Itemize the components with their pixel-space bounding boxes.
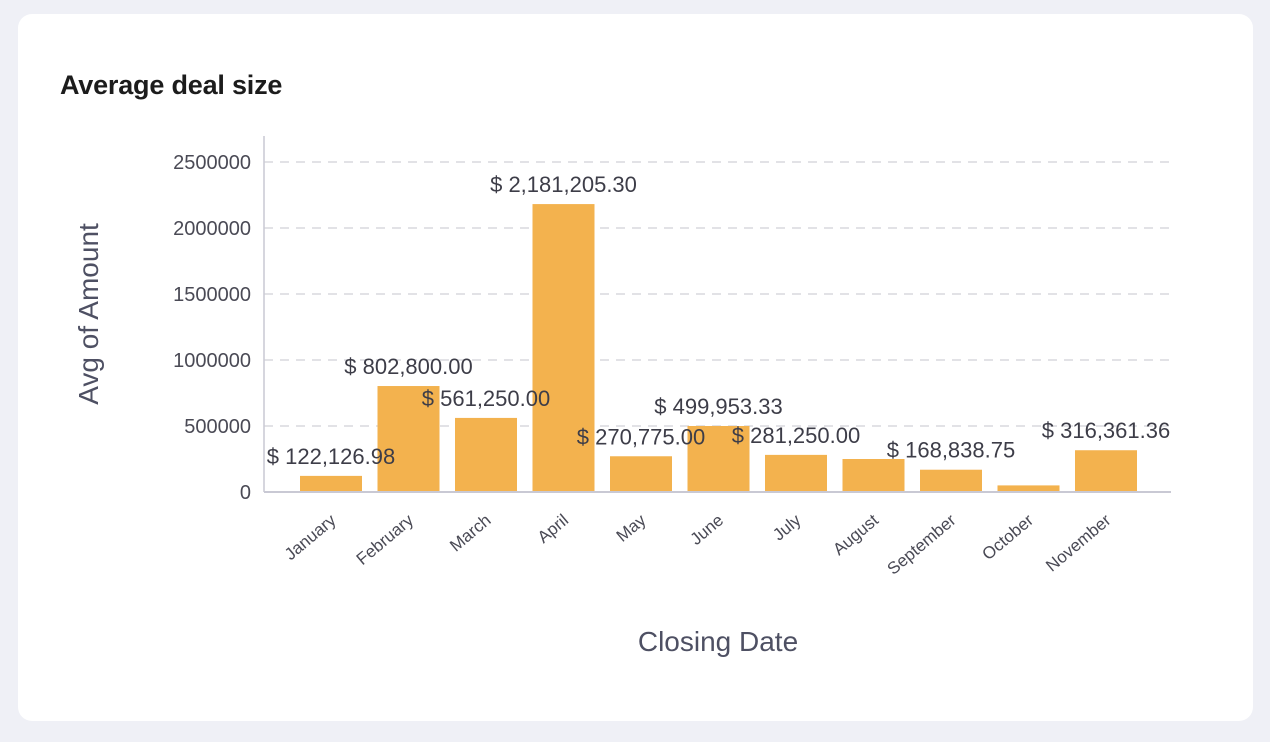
bar-october[interactable] (997, 485, 1060, 492)
y-tick-label: 2000000 (173, 218, 251, 240)
data-label: $ 499,953.33 (654, 394, 782, 419)
x-tick-label: May (613, 510, 650, 546)
x-tick-label: November (1042, 510, 1115, 575)
data-label: $ 270,775.00 (577, 424, 705, 449)
x-tick-label: August (829, 510, 882, 559)
data-label: $ 316,361.36 (1042, 418, 1170, 443)
data-label: $ 802,800.00 (344, 354, 472, 379)
x-tick-label: March (446, 511, 494, 556)
data-label: $ 281,250.00 (732, 423, 860, 448)
bar-march[interactable] (455, 417, 517, 492)
y-tick-label: 1000000 (173, 350, 251, 372)
chart-title: Average deal size (60, 70, 283, 100)
x-tick-label: September (884, 510, 960, 578)
x-tick-label: January (281, 510, 340, 564)
y-tick-label: 0 (240, 482, 251, 504)
data-label: $ 561,250.00 (422, 386, 550, 411)
axes: 0 500000 1000000 1500000 2000000 2500000 Janua… (173, 136, 1171, 579)
y-tick-label: 2500000 (173, 152, 251, 174)
bar-september[interactable] (920, 469, 982, 492)
x-tick-label: July (769, 510, 805, 544)
bar-february[interactable] (377, 386, 440, 492)
data-labels: $ 122,126.98 $ 802,800.00 $ 561,250.00 $ 2,… (267, 172, 1170, 469)
bar-chart: 0 500000 1000000 1500000 2000000 2500000 Janua… (73, 136, 1171, 657)
data-label: $ 122,126.98 (267, 444, 395, 469)
data-label: $ 168,838.75 (887, 438, 1015, 463)
x-tick-label: October (979, 510, 1038, 564)
bar-november[interactable] (1075, 450, 1137, 492)
y-tick-label: 1500000 (173, 284, 251, 306)
bar-july[interactable] (765, 454, 827, 492)
x-tick-label: June (687, 511, 727, 549)
bars (300, 204, 1137, 492)
bar-june[interactable] (687, 426, 750, 492)
bar-august[interactable] (842, 459, 905, 492)
bar-january[interactable] (300, 475, 362, 492)
bar-april[interactable] (532, 204, 595, 492)
y-tick-label: 500000 (184, 416, 251, 438)
chart-card: Average deal size 0 500000 1000000 1500000 2… (18, 14, 1253, 721)
x-tick-label: February (353, 510, 418, 569)
data-label: $ 2,181,205.30 (490, 172, 637, 197)
x-axis-title: Closing Date (638, 626, 798, 657)
bar-may[interactable] (610, 456, 672, 492)
y-axis-title: Avg of Amount (73, 223, 104, 405)
x-tick-label: April (534, 511, 572, 547)
